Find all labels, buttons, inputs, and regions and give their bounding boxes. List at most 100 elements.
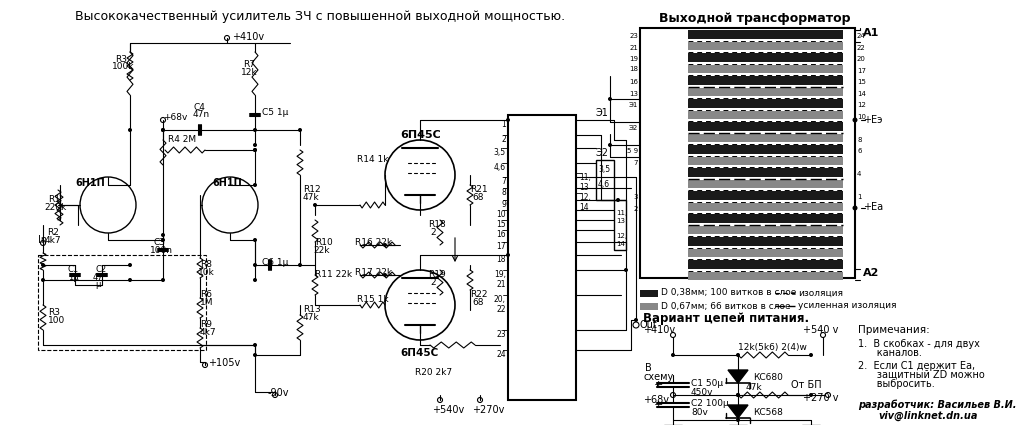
Text: 8: 8 [502, 188, 506, 197]
Text: R1: R1 [49, 195, 60, 204]
Text: Примечания:: Примечания: [858, 325, 930, 335]
Text: 12,: 12, [616, 233, 627, 239]
Circle shape [161, 278, 165, 282]
Text: Э1: Э1 [595, 108, 608, 118]
Circle shape [253, 343, 257, 347]
Text: +Еэ: +Еэ [863, 115, 882, 125]
Circle shape [608, 143, 612, 147]
Circle shape [506, 118, 510, 122]
Text: R18: R18 [428, 220, 446, 229]
Text: 8: 8 [857, 137, 862, 143]
Text: 20,
22: 20, 22 [494, 295, 506, 314]
Text: R17 22k: R17 22k [355, 268, 392, 277]
Text: 24: 24 [857, 33, 866, 39]
Circle shape [671, 393, 675, 397]
Circle shape [820, 332, 826, 337]
Text: +270 v: +270 v [803, 393, 838, 403]
Text: 47k: 47k [303, 313, 320, 322]
Text: A1: A1 [863, 28, 879, 38]
Bar [688, 191, 843, 200]
Circle shape [852, 206, 858, 210]
Circle shape [225, 36, 229, 40]
Bar [688, 180, 843, 188]
Text: В: В [645, 363, 652, 373]
Text: R9: R9 [200, 320, 212, 329]
Circle shape [809, 353, 813, 357]
Text: 4k7: 4k7 [200, 328, 217, 337]
Bar [688, 42, 843, 50]
Text: 23: 23 [630, 33, 638, 39]
Text: 12k: 12k [241, 68, 258, 77]
Text: Выходной трансформатор: Выходной трансформатор [659, 12, 850, 25]
Circle shape [253, 128, 257, 132]
Text: R13: R13 [303, 305, 321, 314]
Text: 14: 14 [857, 91, 866, 97]
Text: 15: 15 [857, 79, 866, 85]
Text: R11 22k: R11 22k [315, 270, 352, 279]
Text: C2 100μ: C2 100μ [691, 399, 729, 408]
Text: разработчик: Васильев В.И.: разработчик: Васильев В.И. [858, 400, 1017, 411]
Text: +Еа: +Еа [863, 202, 883, 212]
Text: 14: 14 [616, 241, 624, 247]
Circle shape [671, 393, 676, 397]
Circle shape [313, 203, 317, 207]
Text: C2: C2 [95, 265, 106, 274]
Bar [688, 134, 843, 142]
Text: 12: 12 [857, 102, 866, 108]
Text: 1.  В скобках - для двух: 1. В скобках - для двух [858, 339, 979, 349]
Bar [688, 111, 843, 119]
Circle shape [671, 393, 675, 397]
Text: 100n: 100n [150, 246, 173, 255]
Bar [688, 65, 843, 73]
Text: 6П45С: 6П45С [400, 348, 439, 358]
Text: R7: R7 [243, 60, 255, 69]
Text: 19,
21: 19, 21 [494, 270, 506, 289]
Text: 22k: 22k [313, 246, 329, 255]
Text: 9: 9 [502, 200, 506, 209]
Text: +270v: +270v [472, 405, 505, 415]
Circle shape [128, 263, 132, 267]
Circle shape [253, 148, 257, 152]
Text: 47k: 47k [303, 193, 320, 202]
Text: 5 9: 5 9 [626, 148, 638, 154]
Text: 6: 6 [857, 148, 862, 154]
Circle shape [624, 268, 628, 272]
Text: 24: 24 [496, 350, 506, 359]
Text: схему: схему [643, 372, 673, 382]
Text: 220k: 220k [44, 203, 66, 212]
Text: 16: 16 [496, 230, 506, 239]
Text: 18: 18 [628, 66, 638, 72]
Circle shape [128, 278, 132, 282]
Circle shape [298, 263, 302, 267]
Text: C4: C4 [194, 103, 205, 112]
Text: R8: R8 [200, 260, 212, 269]
Bar [614, 200, 626, 250]
Text: +410v: +410v [643, 325, 675, 335]
Text: 20: 20 [857, 56, 866, 62]
Bar [688, 53, 843, 62]
Text: Э2: Э2 [595, 148, 608, 158]
Text: 17: 17 [857, 68, 866, 74]
Text: 1M: 1M [200, 298, 214, 307]
Text: От БП: От БП [791, 380, 821, 390]
Circle shape [298, 128, 302, 132]
Circle shape [41, 263, 45, 267]
Text: R16 22k: R16 22k [355, 238, 392, 247]
Text: +540v: +540v [432, 405, 464, 415]
Text: A2: A2 [863, 268, 879, 278]
Circle shape [671, 353, 675, 357]
Text: 10: 10 [496, 210, 506, 219]
Text: 450v: 450v [691, 388, 713, 397]
Circle shape [253, 148, 257, 152]
Text: усиленная изоляция: усиленная изоляция [798, 301, 897, 311]
Circle shape [253, 353, 257, 357]
Text: R6: R6 [200, 290, 212, 299]
Bar [688, 203, 843, 211]
Text: 2.  Если С1 держит Еа,: 2. Если С1 держит Еа, [858, 361, 975, 371]
Bar [688, 272, 843, 280]
Circle shape [809, 393, 813, 397]
Circle shape [253, 143, 257, 147]
Circle shape [852, 117, 858, 122]
Circle shape [736, 393, 740, 397]
Text: 23: 23 [496, 330, 506, 339]
